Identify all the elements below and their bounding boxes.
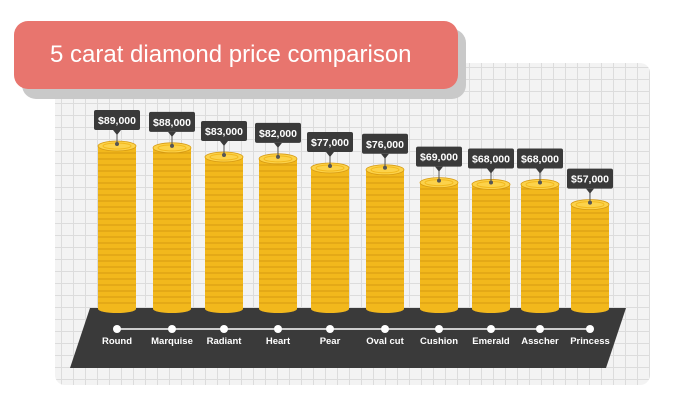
coin-stack xyxy=(420,182,458,309)
coin-stack-base xyxy=(98,305,136,313)
axis-dot xyxy=(536,325,544,333)
value-label: $89,000 xyxy=(98,115,136,127)
value-tag xyxy=(307,131,353,152)
value-label: $68,000 xyxy=(472,153,510,165)
category-label: Round xyxy=(102,336,132,347)
coin-stack xyxy=(153,147,191,309)
value-label: $83,000 xyxy=(205,126,243,138)
coin-stack-base xyxy=(259,305,297,313)
value-label: $57,000 xyxy=(571,174,609,186)
category-label: Pear xyxy=(320,336,341,347)
coin-stack-base xyxy=(366,305,404,313)
axis-dot xyxy=(487,325,495,333)
value-tag-pin xyxy=(588,200,592,205)
category-label: Radiant xyxy=(207,336,243,347)
value-tag xyxy=(468,148,514,169)
value-tag-pointer xyxy=(586,188,594,194)
category-label: Asscher xyxy=(521,336,559,347)
axis-dot xyxy=(274,325,282,333)
value-tag xyxy=(94,110,140,130)
bar-radiant xyxy=(204,151,244,313)
coin-stack-base xyxy=(521,305,559,313)
value-tag-pointer xyxy=(274,142,282,148)
coin-stack-base xyxy=(153,305,191,313)
chart-floor xyxy=(70,308,626,368)
axis-dot xyxy=(168,325,176,333)
value-label: $77,000 xyxy=(311,137,349,149)
value-tag-pin xyxy=(276,154,280,159)
coin-stack-base xyxy=(472,305,510,313)
value-tag xyxy=(255,122,301,143)
axis-dot xyxy=(381,325,389,333)
value-label: $69,000 xyxy=(420,152,458,164)
value-tag-pin xyxy=(437,178,441,183)
value-tag-pointer xyxy=(381,153,389,159)
bar-marquise xyxy=(152,142,192,313)
coin-stack xyxy=(205,156,243,309)
coin-stack-base xyxy=(311,305,349,313)
value-tag-pointer xyxy=(435,166,443,172)
value-label: $88,000 xyxy=(153,117,191,129)
value-tag xyxy=(149,111,195,132)
value-tag xyxy=(567,168,613,189)
coin-stack-base xyxy=(571,305,609,313)
value-tag xyxy=(416,146,462,167)
value-tag-pin xyxy=(170,143,174,148)
value-label: $68,000 xyxy=(521,153,559,165)
value-tag-pointer xyxy=(326,151,334,157)
value-tag-pin xyxy=(489,180,493,185)
value-tag-pin xyxy=(222,152,226,157)
bar-pear xyxy=(310,162,350,313)
bar-oval-cut xyxy=(365,164,405,313)
axis-dot xyxy=(435,325,443,333)
value-tag xyxy=(362,133,408,154)
axis-dot xyxy=(326,325,334,333)
category-label: Princess xyxy=(570,336,610,347)
value-tag xyxy=(201,120,247,141)
axis-dot xyxy=(113,325,121,333)
value-tag-pointer xyxy=(487,168,495,174)
coin-stack xyxy=(571,204,609,309)
value-tag-pin xyxy=(538,180,542,185)
category-label: Emerald xyxy=(472,336,510,347)
coin-stack xyxy=(259,158,297,309)
bar-cushion xyxy=(419,177,459,313)
axis-dot xyxy=(586,325,594,333)
value-tag-pointer xyxy=(220,140,228,146)
bar-emerald xyxy=(471,179,511,313)
bar-princess xyxy=(570,199,610,313)
bar-asscher xyxy=(520,179,560,313)
value-label: $76,000 xyxy=(366,139,404,151)
bar-round xyxy=(97,140,137,313)
chart-title: 5 carat diamond price comparison xyxy=(14,21,458,89)
value-tag-pointer xyxy=(113,130,121,135)
value-tag-pin xyxy=(383,165,387,170)
value-tag xyxy=(517,148,563,169)
bar-heart xyxy=(258,153,298,313)
value-tag-pointer xyxy=(536,168,544,174)
coin-stack xyxy=(472,184,510,309)
axis-dot xyxy=(220,325,228,333)
value-tag-pin xyxy=(328,163,332,168)
coin-stack-base xyxy=(420,305,458,313)
category-label: Oval cut xyxy=(366,336,404,347)
category-label: Marquise xyxy=(151,336,193,347)
category-label: Cushion xyxy=(420,336,458,347)
category-label: Heart xyxy=(266,336,291,347)
coin-stack-base xyxy=(205,305,243,313)
bars-group: $89,000 Round $88,000 Marquise $83,000 Radian… xyxy=(94,110,613,347)
value-tag-pin xyxy=(115,142,119,146)
coin-stack xyxy=(521,184,559,309)
value-label: $82,000 xyxy=(259,128,297,140)
coin-stack xyxy=(366,169,404,309)
coin-stack xyxy=(98,146,136,309)
value-tag-pointer xyxy=(168,131,176,137)
